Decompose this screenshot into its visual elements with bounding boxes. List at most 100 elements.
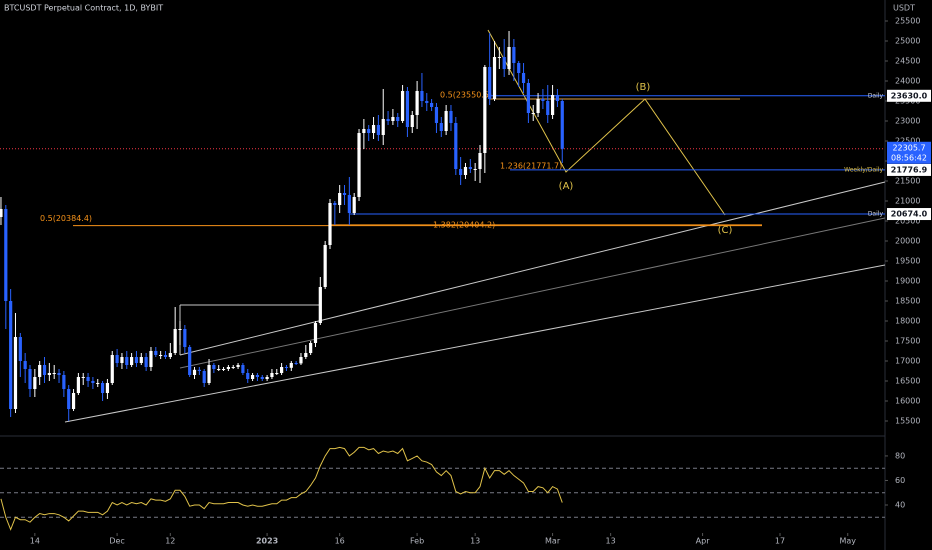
candle-body	[52, 373, 56, 374]
candle-body	[91, 381, 95, 383]
candle-body	[492, 57, 497, 99]
y-tick-label: 16500	[895, 377, 920, 386]
rsi-tick-label: 40	[895, 500, 905, 509]
candle-body	[333, 203, 337, 205]
price-label: 20674.0	[891, 210, 928, 219]
candle-body	[425, 101, 429, 103]
candle-body	[246, 373, 250, 379]
fib-label: 1.382(20404.2)	[433, 220, 495, 229]
x-tick-label: Apr	[696, 537, 711, 546]
candle-body	[250, 375, 255, 379]
candle-body	[449, 111, 453, 123]
candle-body	[294, 363, 298, 364]
candle-body	[400, 91, 405, 121]
candle-body	[86, 377, 90, 381]
candle-body	[396, 117, 400, 121]
y-tick-label: 17000	[895, 357, 920, 366]
candle-body	[197, 369, 201, 371]
candle-body	[33, 377, 37, 389]
candle-body	[473, 169, 477, 170]
y-tick-label: 19500	[895, 257, 920, 266]
candle-body	[67, 389, 71, 409]
last-price-box	[887, 141, 931, 164]
candle-body	[120, 357, 124, 363]
candle-body	[444, 111, 448, 131]
candle-body	[241, 365, 245, 373]
wave-label: (C)	[718, 225, 733, 236]
y-tick-label: 20000	[895, 237, 920, 246]
candle-body	[318, 287, 322, 323]
candle-body	[217, 369, 221, 370]
y-tick-label: 21500	[895, 177, 920, 186]
candle-body	[265, 377, 269, 379]
candle-body	[212, 365, 216, 369]
y-tick-label: 20500	[895, 217, 920, 226]
price-label: 23630.0	[891, 91, 928, 100]
candle-body	[512, 47, 516, 63]
candle-body	[313, 323, 318, 343]
candle-body	[430, 103, 434, 107]
candle-body	[541, 99, 545, 101]
y-tick-label: 25000	[895, 37, 920, 46]
candle-body	[202, 371, 206, 383]
y-tick-label: 17500	[895, 337, 920, 346]
wave-label: (A)	[559, 181, 574, 192]
candle-body	[478, 153, 482, 169]
candle-body	[299, 357, 303, 364]
y-tick-label: 15500	[895, 417, 920, 426]
x-tick-label: 13	[470, 537, 480, 546]
candle-body	[100, 383, 105, 393]
x-tick-label: 17	[775, 537, 785, 546]
candle-body	[463, 167, 468, 175]
candle-body	[454, 123, 458, 169]
currency: USDT	[893, 4, 915, 13]
candle-body	[550, 95, 555, 115]
level-tag: Daily	[868, 211, 884, 218]
candle-body	[536, 99, 540, 113]
wave-label: (B)	[636, 82, 651, 93]
candle-body	[338, 193, 342, 205]
y-tick-label: 23000	[895, 117, 920, 126]
candle-body	[13, 337, 18, 409]
candle-body	[342, 193, 347, 195]
candle-body	[459, 169, 463, 175]
candle-body	[173, 329, 177, 353]
candle-body	[23, 361, 27, 369]
candle-body	[531, 113, 535, 114]
candle-body	[57, 373, 61, 375]
y-tick-label: 22500	[895, 137, 920, 146]
candle-body	[347, 195, 351, 213]
candle-body	[386, 119, 390, 121]
candle-body	[280, 367, 284, 373]
trend-line	[179, 217, 886, 369]
y-tick-label: 25500	[895, 17, 920, 26]
fib-label: 1.236(21771.7)	[500, 162, 562, 171]
candle-body	[405, 91, 410, 127]
candle-body	[125, 357, 129, 365]
candle-body	[483, 67, 487, 153]
x-tick-label: 12	[165, 537, 175, 546]
candle-body	[42, 365, 47, 375]
fib-label: 0.5(23550.5)	[440, 90, 492, 99]
candle-body	[226, 367, 230, 369]
candle-body	[76, 377, 80, 393]
candle-body	[207, 365, 211, 383]
candle-body	[81, 377, 85, 378]
candle-body	[468, 167, 472, 169]
candle-body	[367, 129, 371, 133]
candle-body	[115, 355, 119, 363]
candle-body	[134, 357, 139, 363]
x-tick-label: 16	[335, 537, 345, 546]
candle-body	[284, 367, 289, 368]
y-tick-label: 19000	[895, 277, 920, 286]
x-tick-label: 2023	[256, 537, 278, 546]
candle-body	[62, 375, 66, 389]
y-tick-label: 18500	[895, 297, 920, 306]
candle-body	[163, 355, 168, 357]
candle-body	[139, 357, 143, 363]
candle-body	[371, 125, 376, 133]
candle-body	[410, 115, 414, 127]
candle-body	[391, 117, 395, 121]
